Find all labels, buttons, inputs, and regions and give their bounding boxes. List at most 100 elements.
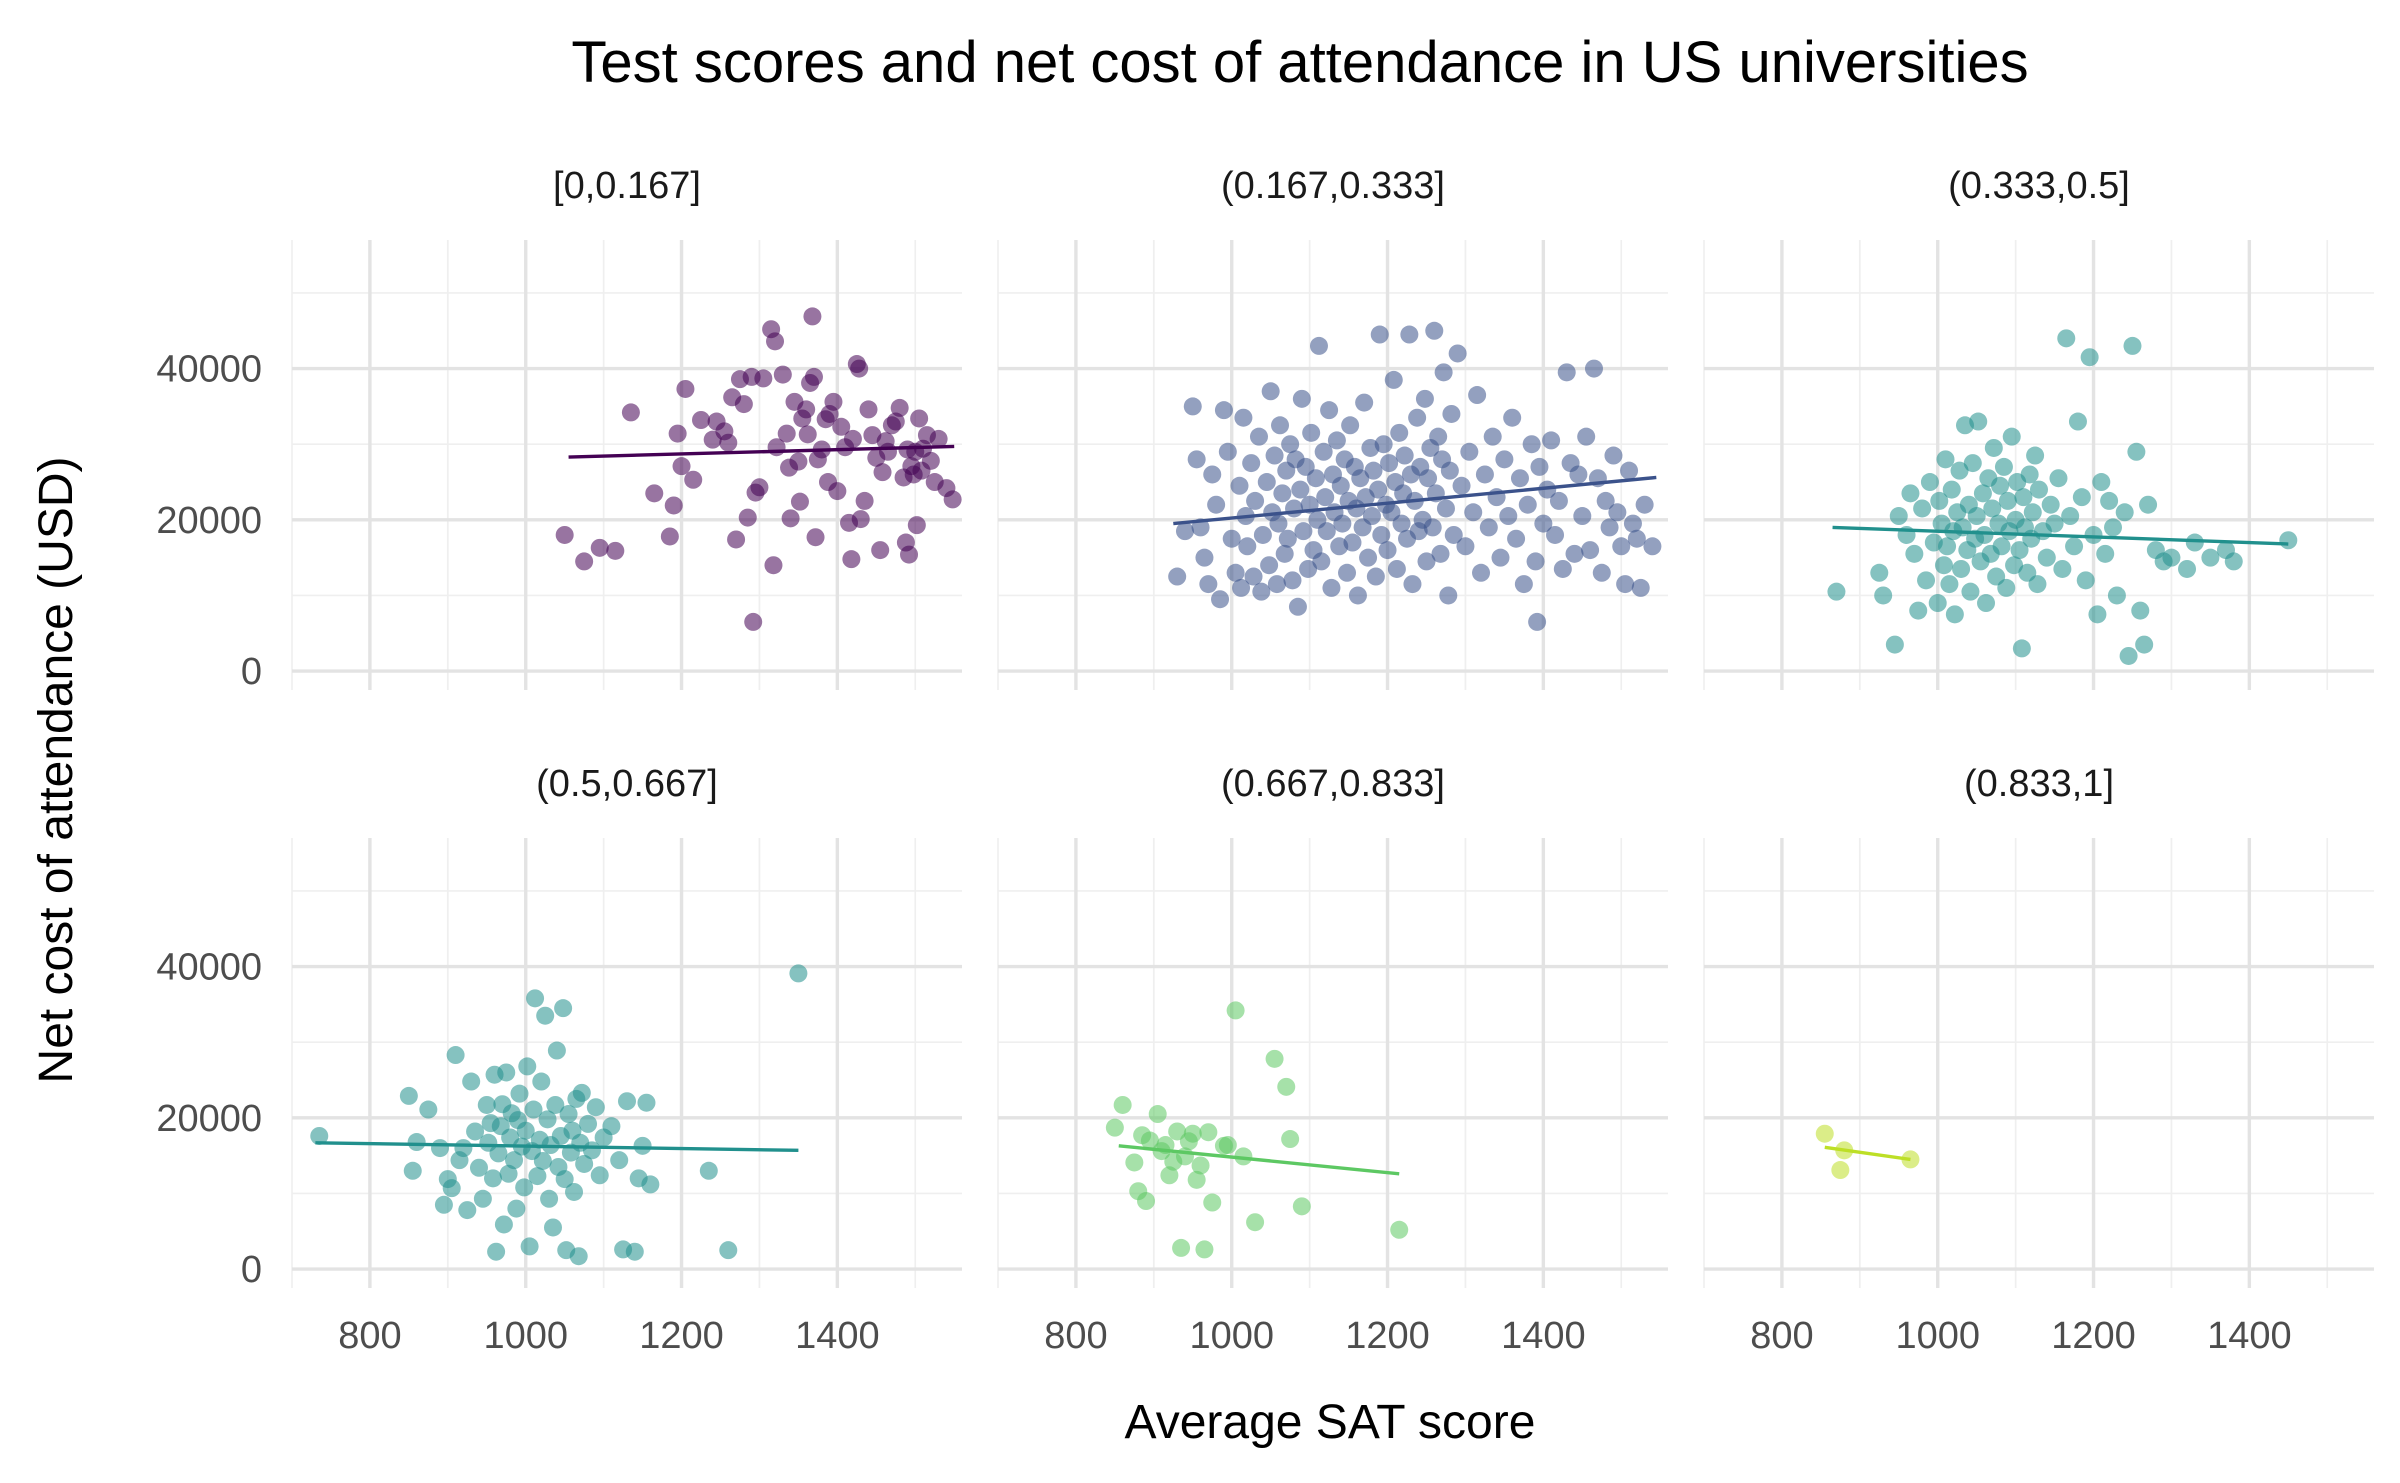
data-point: [484, 1169, 502, 1188]
data-point: [499, 1164, 518, 1183]
data-point: [1244, 567, 1263, 586]
facet-strip-label: (0.333,0.5]: [1948, 165, 2130, 207]
data-point: [2014, 488, 2033, 507]
data-point: [1635, 495, 1654, 514]
facet-panel: (0.833,1] 800 1000 1200 1400: [1703, 763, 2374, 1357]
data-point: [1448, 344, 1467, 363]
data-point: [719, 433, 738, 452]
data-point: [458, 1201, 477, 1220]
data-point: [2096, 544, 2115, 563]
data-point: [407, 1133, 426, 1152]
data-point: [1522, 435, 1541, 454]
data-point: [399, 1086, 418, 1105]
data-point: [2053, 559, 2072, 578]
x-tick-label: 1000: [1895, 1315, 1980, 1357]
data-point: [579, 1114, 598, 1133]
facet-panel: (0.5,0.667] 0 20000 40000 800 1000 1200 1400: [156, 763, 962, 1357]
data-point: [1569, 465, 1588, 484]
data-point: [1436, 499, 1455, 518]
data-point: [1997, 578, 2016, 597]
data-point: [2279, 531, 2298, 550]
data-point: [781, 509, 800, 528]
data-point: [1370, 325, 1389, 344]
data-point: [2201, 548, 2220, 567]
data-point: [1314, 442, 1333, 461]
data-point: [1362, 507, 1381, 526]
data-point: [590, 538, 609, 557]
data-point: [555, 1170, 574, 1189]
data-point: [2028, 575, 2047, 594]
data-point: [804, 367, 823, 386]
data-point: [754, 369, 773, 388]
data-point: [516, 1121, 535, 1140]
data-point: [565, 1182, 584, 1201]
data-point: [1261, 382, 1280, 401]
data-point: [1934, 556, 1953, 575]
data-point: [2045, 514, 2064, 533]
data-point: [1218, 442, 1237, 461]
data-point: [843, 429, 862, 448]
facet-strip-label: (0.167,0.333]: [1221, 165, 1445, 207]
data-point: [1870, 563, 1889, 582]
data-point: [1608, 503, 1627, 522]
data-point: [569, 1247, 588, 1266]
data-point: [1984, 438, 2003, 457]
data-point: [618, 1092, 636, 1111]
data-point: [684, 470, 703, 489]
data-point: [824, 392, 843, 411]
data-point: [1275, 544, 1294, 563]
trend-line: [568, 444, 955, 459]
data-point: [1281, 435, 1300, 454]
data-point: [1439, 586, 1458, 605]
data-point: [637, 1093, 656, 1112]
data-point: [538, 1110, 557, 1129]
data-point: [1390, 1220, 1409, 1239]
data-point: [1942, 480, 1961, 499]
data-point: [1317, 522, 1336, 541]
data-point: [469, 1158, 488, 1177]
y-tick-label: 40000: [156, 947, 262, 989]
data-point: [1967, 507, 1986, 526]
data-point: [1172, 1238, 1191, 1257]
data-point: [832, 417, 851, 436]
data-point: [2127, 442, 2146, 461]
data-point: [1464, 503, 1483, 522]
data-point: [1203, 1193, 1222, 1212]
data-point: [1495, 450, 1514, 469]
data-point: [1253, 525, 1272, 544]
data-point: [1530, 457, 1549, 476]
y-tick-label: 20000: [156, 1098, 262, 1140]
data-point: [1283, 571, 1302, 590]
data-point: [1549, 491, 1568, 510]
data-point: [532, 1072, 551, 1091]
data-point: [764, 556, 783, 575]
data-point: [738, 508, 757, 527]
data-point: [2049, 469, 2068, 488]
facet-strip-label: (0.833,1]: [1964, 763, 2114, 805]
data-point: [1983, 499, 2002, 518]
data-point: [1456, 537, 1475, 556]
data-point: [1992, 537, 2011, 556]
data-point: [1472, 563, 1491, 582]
data-point: [2100, 491, 2119, 510]
data-point: [1327, 431, 1346, 450]
data-point: [1351, 469, 1370, 488]
data-point: [1372, 525, 1391, 544]
data-point: [1998, 491, 2017, 510]
data-point: [473, 1189, 492, 1208]
x-tick-label: 800: [1044, 1315, 1107, 1357]
data-point: [692, 411, 711, 429]
data-point: [1183, 397, 1202, 416]
data-point: [575, 552, 594, 571]
data-point: [1499, 507, 1518, 526]
data-point: [2123, 336, 2142, 355]
data-point: [1963, 454, 1982, 473]
data-point: [1973, 484, 1992, 503]
data-point: [590, 1166, 609, 1185]
data-point: [1452, 476, 1471, 495]
data-point: [497, 1063, 516, 1082]
data-point: [1390, 423, 1409, 442]
data-point: [1528, 612, 1547, 631]
data-point: [1168, 567, 1187, 586]
facet-panel: (0.167,0.333]: [997, 165, 1668, 690]
